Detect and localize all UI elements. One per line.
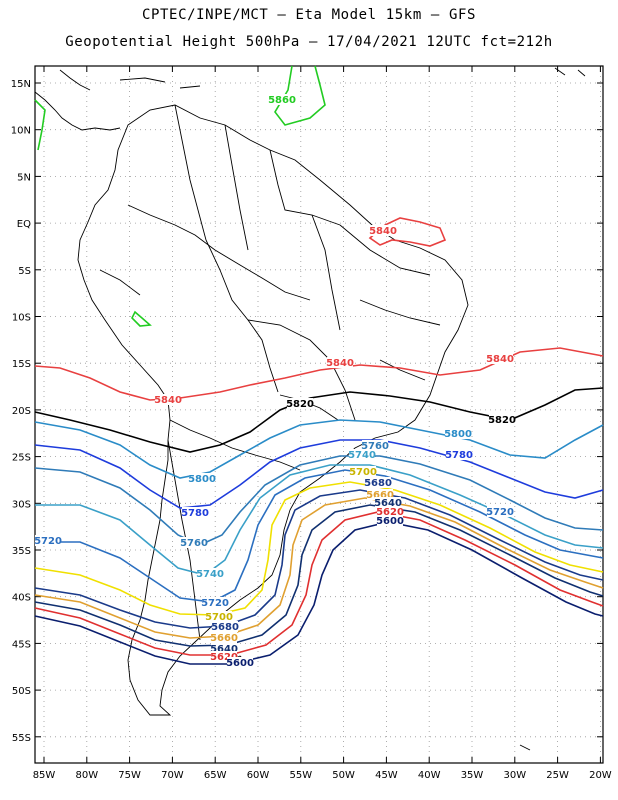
- contour-label: 5720: [486, 507, 514, 518]
- contour-label-bg: [350, 466, 376, 477]
- lon-label: 65W: [204, 770, 227, 781]
- lon-label: 50W: [332, 770, 355, 781]
- lon-label: 25W: [546, 770, 569, 781]
- lat-label: EQ: [17, 219, 31, 230]
- contour-label-bg: [487, 353, 513, 364]
- contour-label-bg: [202, 597, 228, 608]
- contour-label: 5600: [226, 658, 254, 669]
- contour-label-bg: [367, 489, 393, 500]
- latitude-labels: 15N 10N 5N EQ 5S 10S 15S 20S 25S 30S 35S 40S 45S 50S 5…: [11, 79, 31, 744]
- lat-label: 15S: [12, 359, 31, 370]
- lon-label: 30W: [503, 770, 526, 781]
- coastlines: [34, 67, 586, 751]
- lat-label: 10S: [12, 313, 31, 324]
- contour-label-bg: [197, 568, 223, 579]
- lon-label: 20W: [589, 770, 612, 781]
- contour-label-bg: [189, 473, 215, 484]
- contour-label: 5600: [376, 516, 404, 527]
- contour-label: 5620: [210, 652, 238, 663]
- contour-label: 5760: [361, 441, 389, 452]
- contour-label: 5720: [201, 598, 229, 609]
- contour-label: 5760: [180, 538, 208, 549]
- contour-label-bg: [362, 440, 388, 451]
- contour-label: 5800: [444, 429, 472, 440]
- contour-label: 5780: [445, 450, 473, 461]
- contour-label-bg: [211, 643, 237, 654]
- lon-label: 40W: [418, 770, 441, 781]
- contour-label-bg: [446, 449, 472, 460]
- contour-label-bg: [35, 535, 61, 546]
- contour-label: 5740: [196, 569, 224, 580]
- lat-label: 10N: [11, 126, 31, 137]
- contour-label-bg: [377, 515, 403, 526]
- contour-label-bg: [212, 621, 238, 632]
- lon-label: 85W: [33, 770, 56, 781]
- lat-label: 30S: [12, 499, 31, 510]
- lon-label: 55W: [289, 770, 312, 781]
- contour-label-bg: [445, 428, 471, 439]
- lon-label: 70W: [161, 770, 184, 781]
- lat-label: 15N: [11, 79, 31, 90]
- lon-label: 60W: [247, 770, 270, 781]
- contour-label: 5680: [211, 622, 239, 633]
- axis-ticks: [35, 66, 603, 763]
- lat-label: 20S: [12, 406, 31, 417]
- contour-label: 5740: [348, 450, 376, 461]
- contour-label-bg: [287, 398, 313, 409]
- lon-label: 45W: [375, 770, 398, 781]
- contour-label: 5840: [369, 226, 397, 237]
- contour-label: 5620: [376, 507, 404, 518]
- contour-label-bg: [489, 414, 515, 425]
- lat-label: 55S: [12, 733, 31, 744]
- contour-label: 5660: [210, 633, 238, 644]
- contour-label-bg: [370, 225, 396, 236]
- contour-label: 5840: [326, 358, 354, 369]
- contour-label: 5640: [210, 644, 238, 655]
- contour-label: 5780: [181, 508, 209, 519]
- contour-label-bg: [211, 651, 237, 662]
- contour-label-bg: [227, 657, 253, 668]
- contour-label: 5720: [34, 536, 62, 547]
- contour-label: 5860: [268, 95, 296, 106]
- map-frame: [34, 65, 604, 764]
- lon-label: 35W: [461, 770, 484, 781]
- contour-label: 5840: [486, 354, 514, 365]
- contour-label-bg: [487, 506, 513, 517]
- contour-label: 5700: [349, 467, 377, 478]
- contour-label: 5800: [188, 474, 216, 485]
- lat-label: 35S: [12, 546, 31, 557]
- contour-label-bg: [155, 394, 181, 405]
- contour-label: 5640: [374, 498, 402, 509]
- contour-label-bg: [349, 449, 375, 460]
- contour-label: 5680: [364, 478, 392, 489]
- contour-label: 5820: [286, 399, 314, 410]
- contour-label: 5840: [154, 395, 182, 406]
- contour-label-bg: [206, 611, 232, 622]
- lat-label: 40S: [12, 593, 31, 604]
- contour-label-bg: [327, 357, 353, 368]
- longitude-labels: 85W 80W 75W 70W 65W 60W 55W 50W 45W 40W 35W 30W 25W 2…: [33, 770, 612, 781]
- map-title: CPTEC/INPE/MCT – Eta Model 15km – GFS: [141, 7, 477, 23]
- contour-label: 5700: [205, 612, 233, 623]
- lat-label: 5S: [18, 266, 31, 277]
- contour-label-bg: [181, 537, 207, 548]
- lat-label: 50S: [12, 686, 31, 697]
- contour-label: 5820: [488, 415, 516, 426]
- map-subtitle: Geopotential Height 500hPa – 17/04/2021 …: [65, 34, 553, 50]
- contour-label-bg: [269, 94, 295, 105]
- lon-label: 75W: [118, 770, 141, 781]
- contour-label-bg: [182, 507, 208, 518]
- lon-label: 80W: [75, 770, 98, 781]
- contour-label-bg: [365, 477, 391, 488]
- contour-label-bg: [211, 632, 237, 643]
- contour-label-bg: [377, 506, 403, 517]
- lat-label: 45S: [12, 639, 31, 650]
- contour-label-bg: [375, 497, 401, 508]
- contour-lines: [34, 65, 604, 665]
- contour-labels: 5860 5840 5840 5840 5840 5820 5820 5800 5800 5780…: [34, 94, 516, 669]
- lat-label: 25S: [12, 453, 31, 464]
- lat-label: 5N: [17, 172, 31, 183]
- contour-label: 5660: [366, 490, 394, 501]
